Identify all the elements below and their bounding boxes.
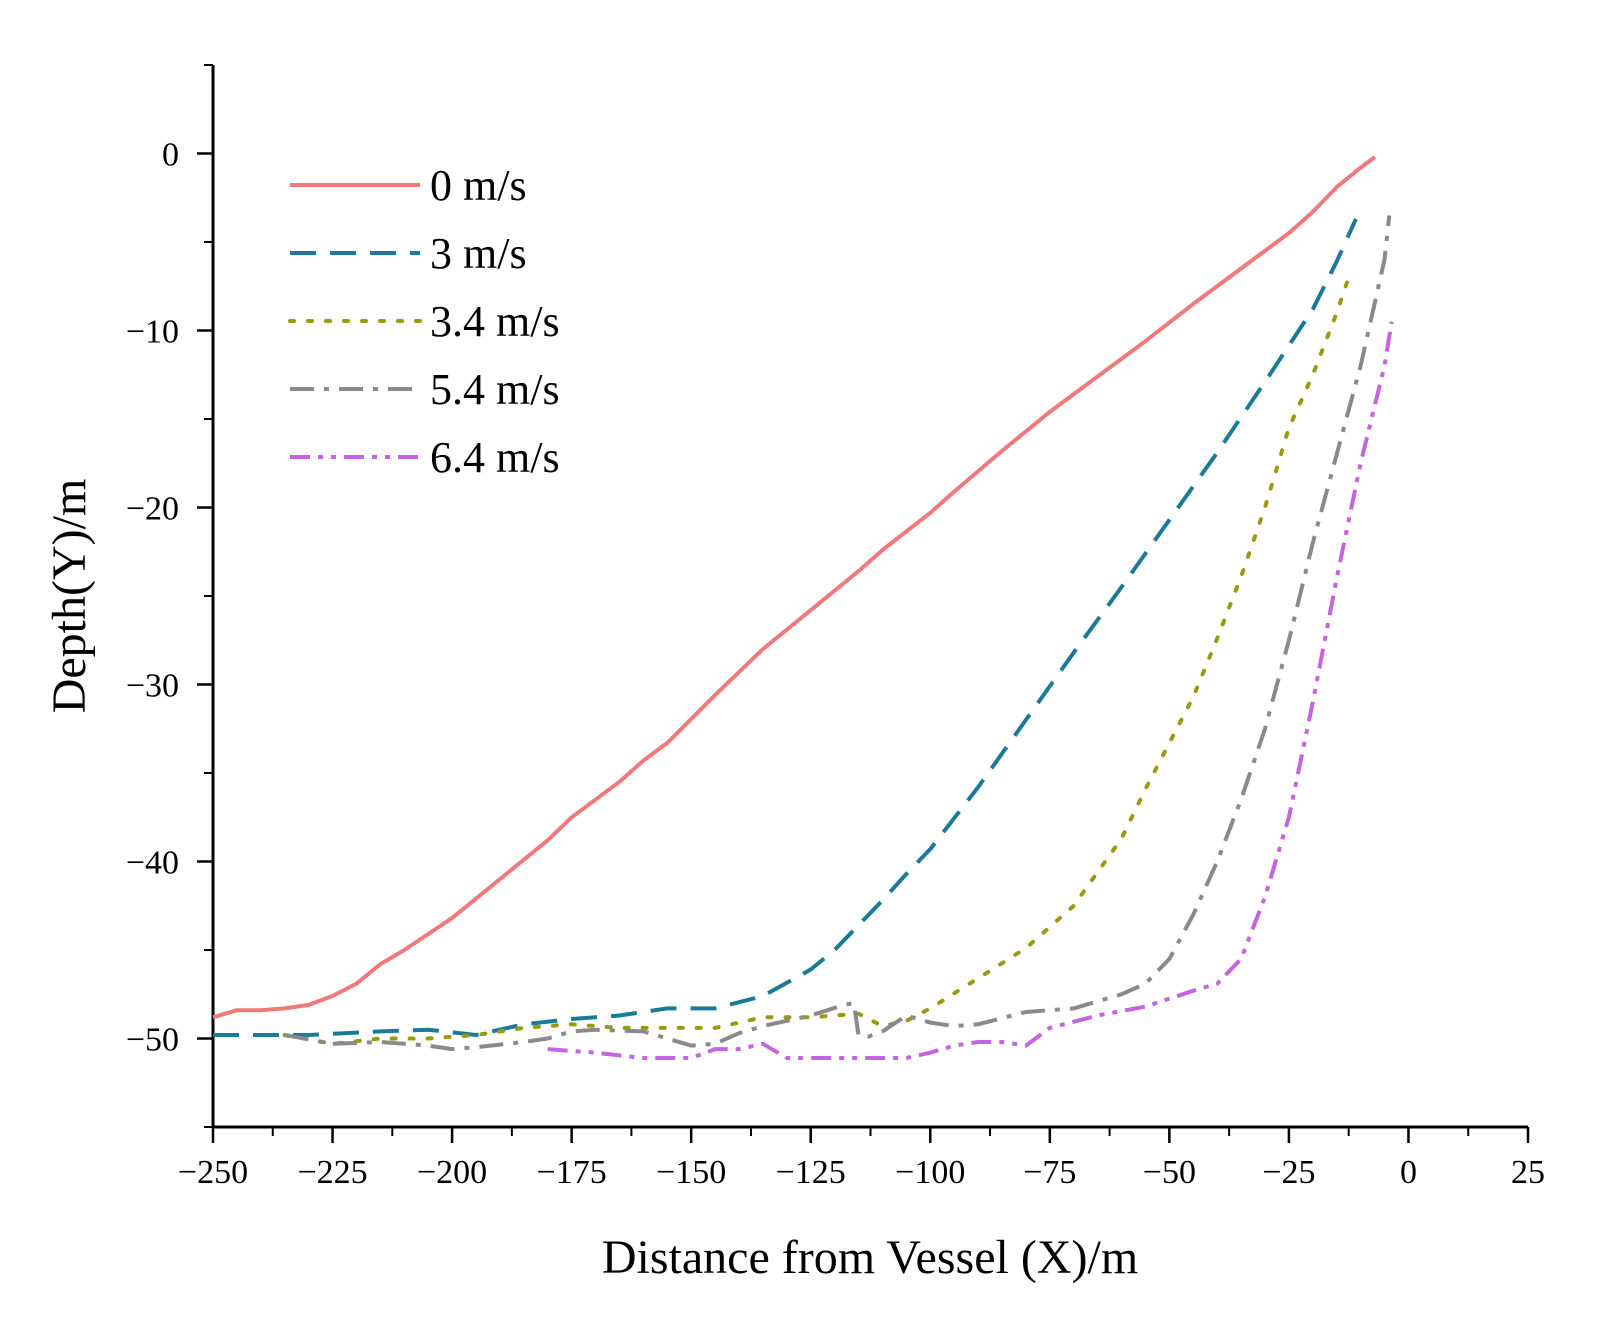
x-tick-label: 0: [1400, 1154, 1417, 1191]
series-line: [282, 268, 1354, 1046]
y-tick-label: 0: [162, 137, 179, 174]
legend-label: 0 m/s: [430, 161, 527, 210]
x-tick-label: −50: [1143, 1154, 1196, 1191]
series-line: [284, 215, 1392, 1052]
y-tick-label: −30: [126, 668, 179, 705]
y-tick-label: −20: [126, 491, 179, 528]
y-tick-label: −10: [126, 314, 179, 351]
y-tick-label: −40: [126, 845, 179, 882]
x-axis-label: Distance from Vessel (X)/m: [602, 1231, 1138, 1284]
series-line: [547, 321, 1394, 1060]
y-tick-label: −50: [126, 1022, 179, 1059]
x-tick-label: −200: [417, 1154, 487, 1191]
y-ticks: 0 −10 −20 −30 −40 −50: [126, 64, 213, 1128]
series-line: [213, 218, 1358, 1037]
x-tick-label: −175: [537, 1154, 607, 1191]
x-tick-label: 25: [1511, 1154, 1545, 1191]
x-tick-label: −225: [297, 1154, 367, 1191]
x-ticks: −250 −225 −200 −175 −150 −125 −100 −75 −50 −25 0 25: [178, 1127, 1545, 1191]
x-tick-label: −250: [178, 1154, 248, 1191]
x-tick-label: −125: [776, 1154, 846, 1191]
axes: [211, 65, 1528, 1129]
x-tick-label: −25: [1262, 1154, 1315, 1191]
legend: 0 m/s 3 m/s 3.4 m/s 5.4 m/s 6.4 m/s: [288, 161, 560, 482]
y-axis-label: Depth(Y)/m: [43, 479, 96, 714]
legend-label: 5.4 m/s: [430, 365, 560, 414]
x-tick-label: −75: [1023, 1154, 1076, 1191]
legend-label: 6.4 m/s: [430, 433, 560, 482]
x-tick-label: −100: [895, 1154, 965, 1191]
legend-label: 3 m/s: [430, 229, 527, 278]
x-tick-label: −150: [656, 1154, 726, 1191]
series-layer: [212, 155, 1394, 1060]
legend-label: 3.4 m/s: [430, 297, 560, 346]
series-line: [212, 155, 1377, 1020]
